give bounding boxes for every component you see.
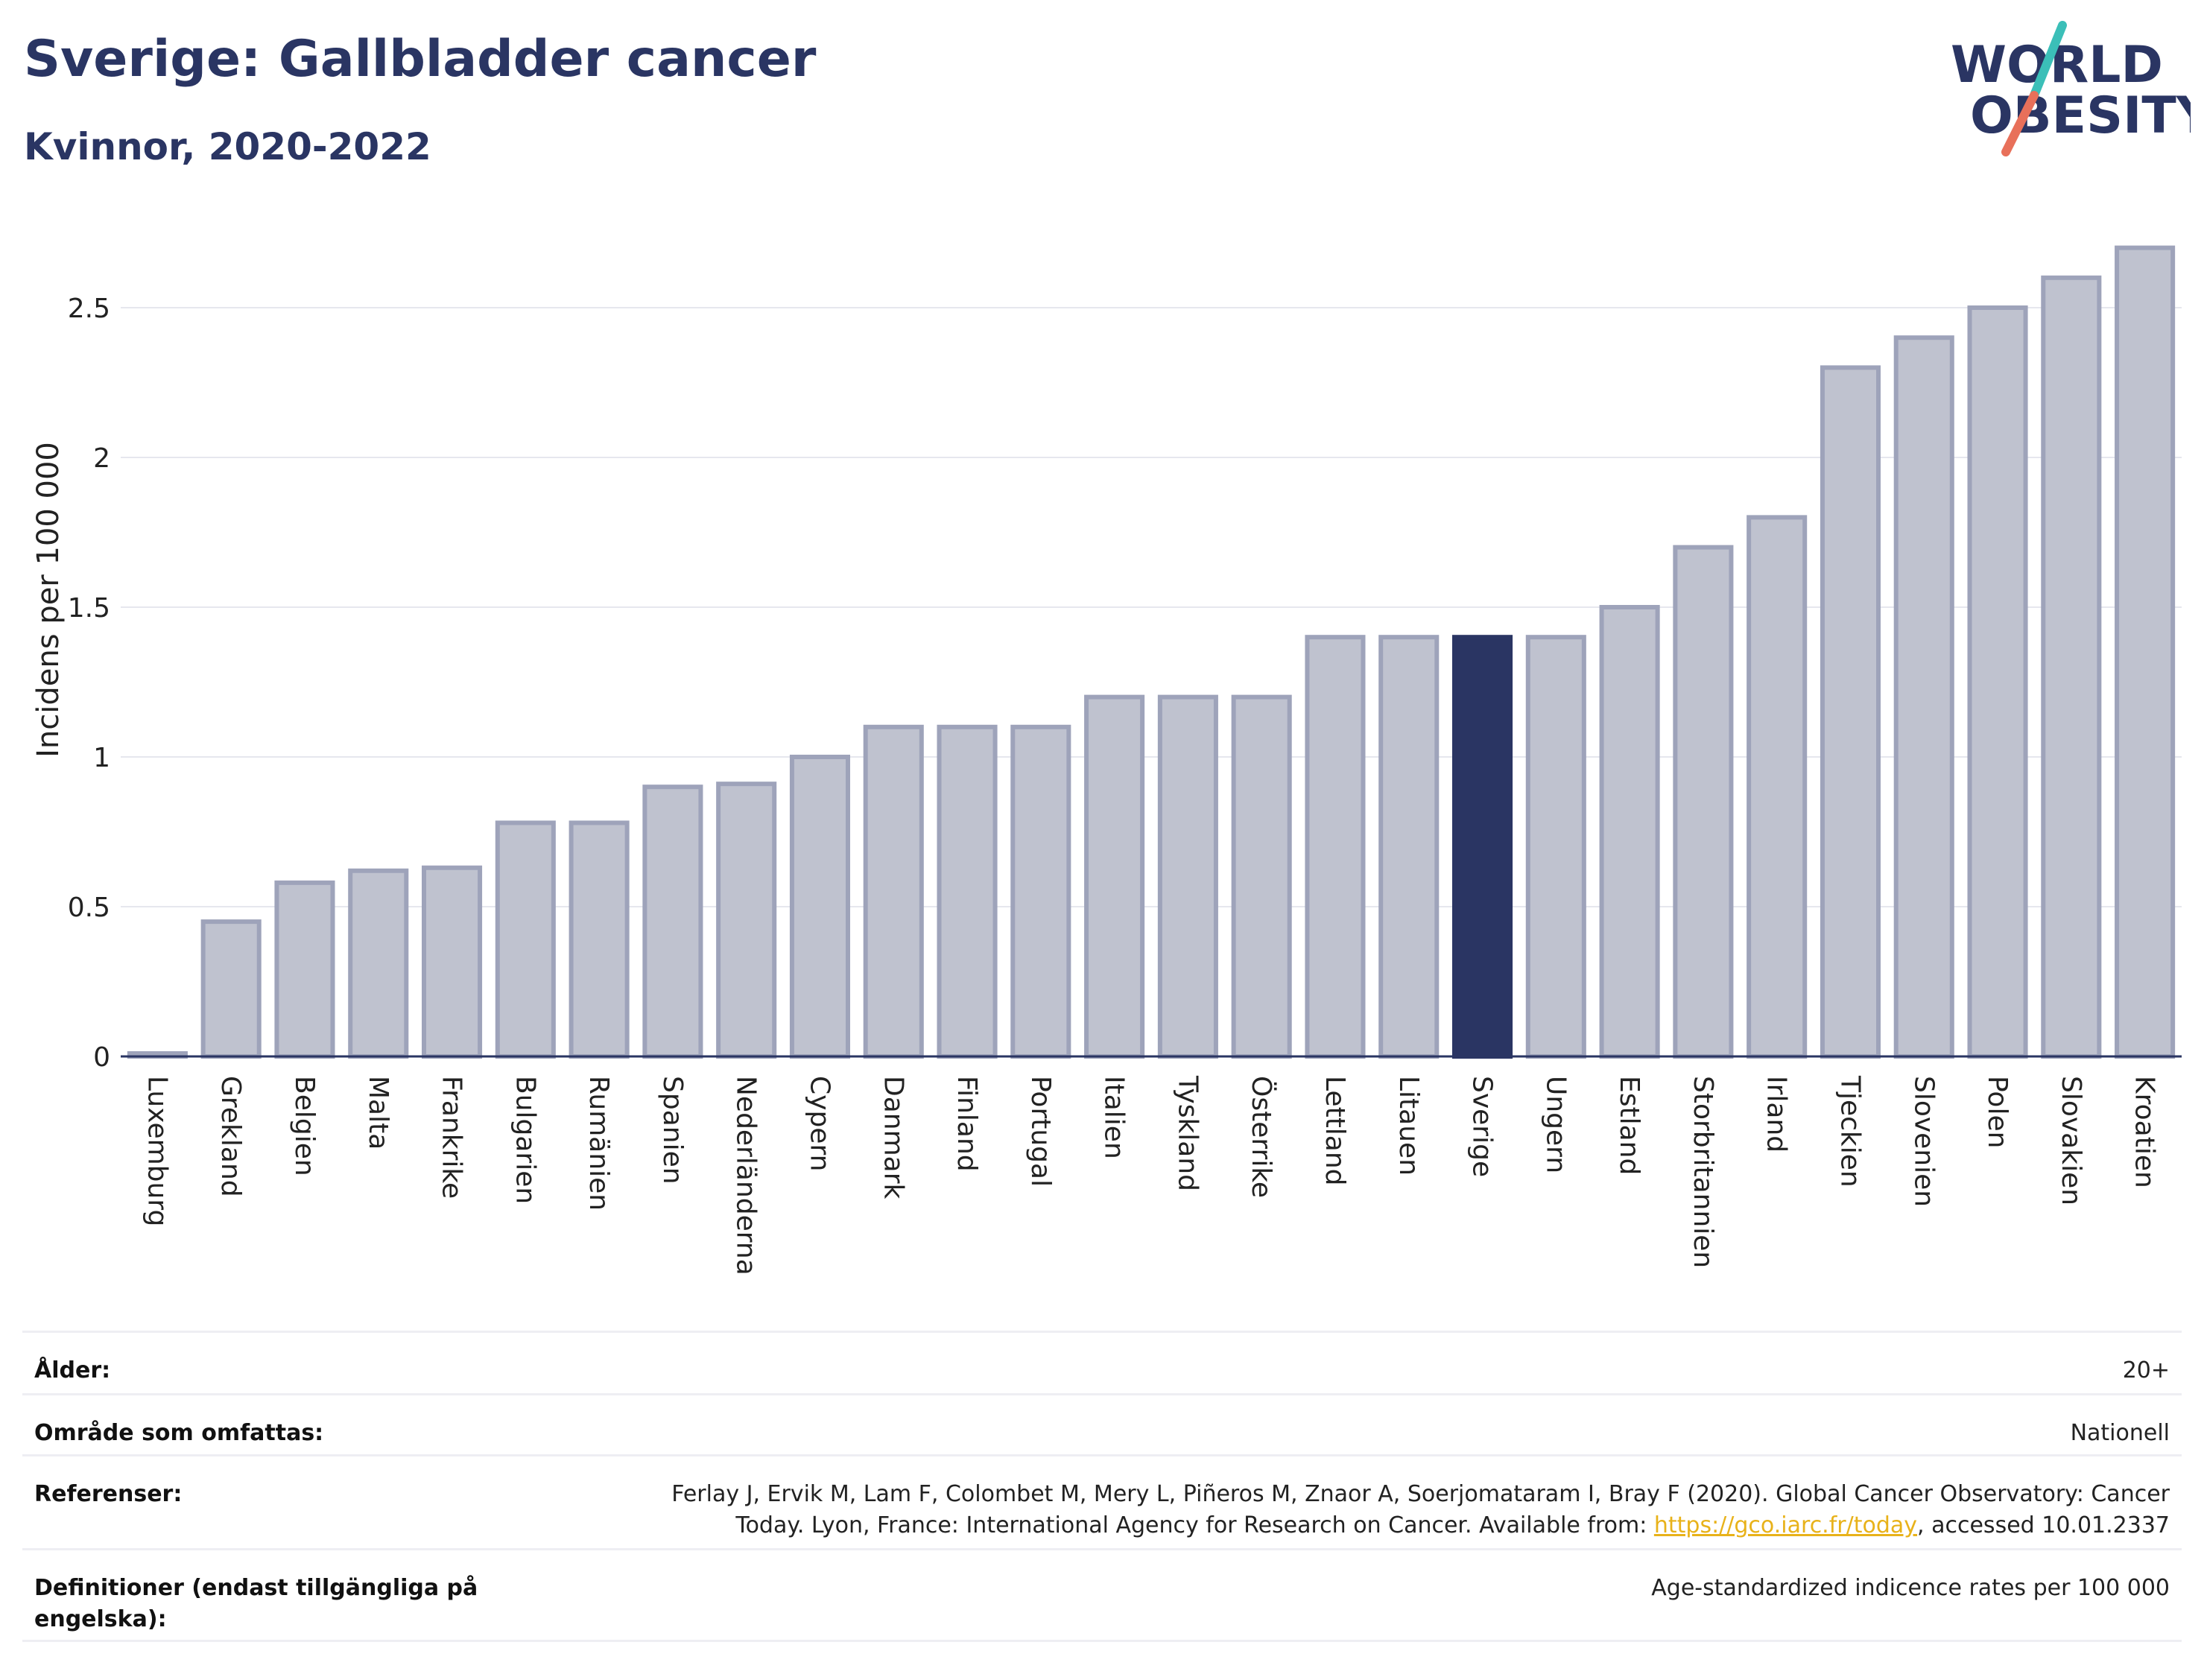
x-tick-label: Tjeckien [1834,1075,1865,1188]
logo-line-2: OBESITY [1970,86,2191,145]
page-subtitle: Kvinnor, 2020-2022 [24,125,431,168]
bar [1747,515,1808,1059]
bar [1010,724,1071,1059]
bar [716,782,777,1059]
bar [1231,694,1292,1059]
logo-slash-teal [2030,21,2067,100]
references-line-2-prefix: Today. Lyon, France: International Agenc… [735,1512,1654,1538]
logo-slash-coral [2001,91,2039,156]
meta-row-definitions: Definitioner (endast tillgängliga på eng… [22,1548,2182,1642]
bars [127,245,2176,1059]
bar [789,755,851,1059]
x-tick-label: Cypern [804,1076,835,1171]
bar [1967,305,2028,1059]
bar [2041,275,2102,1059]
y-tick-label: 1 [93,743,110,773]
references-line-2-suffix: , accessed 10.01.2337 [1917,1512,2170,1538]
bar [495,820,556,1059]
y-tick-label: 1.5 [68,593,110,624]
x-tick-label: Storbritannien [1688,1076,1718,1268]
bar [937,724,998,1059]
bar [1157,694,1218,1059]
bar [1378,635,1440,1059]
bar-chart: 0 0.5 1 1.5 2 2.5 Luxemburg Grekland Belgien Mal… [31,245,2182,1275]
x-tick-label: Portugal [1025,1076,1056,1187]
bar-highlight [1451,635,1513,1059]
x-tick-label: Danmark [878,1076,908,1199]
y-tick-label: 2 [93,443,110,474]
x-tick-label: Spanien [657,1076,688,1185]
references-value: Ferlay J, Ervik M, Lam F, Colombet M, Me… [511,1479,2170,1541]
bar [200,919,262,1059]
area-label: Område som omfattas: [34,1420,324,1446]
x-tick-label: Rumänien [583,1076,614,1211]
bar [863,724,924,1059]
x-tick-label: Estland [1614,1076,1644,1175]
x-tick-label: Belgien [289,1076,320,1176]
y-tick-label: 0.5 [68,893,110,923]
bar [1084,694,1145,1059]
x-tick-label: Frankrike [437,1076,467,1199]
references-link[interactable]: https://gco.iarc.fr/today [1653,1512,1918,1538]
age-label: Ålder: [34,1357,111,1383]
definitions-value: Age-standardized indicence rates per 100… [1651,1575,2170,1601]
x-tick-label: Irland [1761,1076,1792,1153]
x-tick-label: Finland [951,1076,982,1172]
meta-row-age: Ålder: 20+ [22,1331,2182,1393]
x-tick-label: Luxemburg [142,1076,172,1226]
x-tick-label: Malta [363,1076,393,1150]
references-label: Referenser: [34,1481,183,1507]
bar [569,820,630,1059]
x-tick-labels: Luxemburg Grekland Belgien Malta Frankrike Bu… [142,1075,2159,1275]
meta-row-references: Referenser: Ferlay J, Ervik M, Lam F, Co… [22,1454,2182,1548]
references-line-1: Ferlay J, Ervik M, Lam F, Colombet M, Me… [671,1481,2170,1507]
x-tick-label: Lettland [1320,1076,1350,1186]
bar [421,865,483,1059]
bar [1305,635,1366,1059]
bar [1673,545,1734,1059]
meta-row-area: Område som omfattas: Nationell [22,1393,2182,1454]
x-tick-label: Sverige [1467,1076,1498,1177]
definitions-label: Definitioner (endast tillgängliga på eng… [34,1575,478,1632]
x-tick-label: Litauen [1393,1076,1424,1176]
y-tick-label: 0 [93,1042,110,1073]
bar [1820,365,1881,1059]
metadata-table: Ålder: 20+ Område som omfattas: Nationel… [22,1331,2182,1642]
x-tick-label: Nederländerna [731,1076,761,1275]
y-axis-label: Incidens per 100 000 [31,442,66,758]
y-tick-labels: 0 0.5 1 1.5 2 2.5 [68,294,110,1073]
bar [1893,335,1954,1059]
bar [2115,245,2176,1059]
bar [1599,605,1660,1059]
bar [642,784,703,1059]
x-tick-label: Kroatien [2129,1076,2160,1188]
x-tick-label: Slovakien [2056,1076,2086,1205]
x-tick-label: Österrike [1246,1076,1277,1198]
x-tick-label: Tyskland [1172,1075,1203,1191]
x-tick-label: Grekland [215,1076,246,1197]
x-tick-label: Bulgarien [510,1076,540,1204]
references-line-2: Today. Lyon, France: International Agenc… [541,1510,2170,1541]
world-obesity-logo: WORLD OBESITY [1951,21,2191,156]
area-value: Nationell [2070,1420,2170,1446]
bar [348,868,409,1059]
page-title: Sverige: Gallbladder cancer [24,30,817,89]
y-tick-label: 2.5 [68,294,110,324]
bar [274,880,335,1059]
bar [1525,635,1586,1059]
x-tick-label: Polen [1982,1076,2013,1148]
x-tick-label: Slovenien [1908,1076,1939,1207]
x-tick-label: Italien [1099,1076,1130,1159]
age-value: 20+ [2122,1357,2170,1383]
x-tick-label: Ungern [1540,1076,1571,1173]
